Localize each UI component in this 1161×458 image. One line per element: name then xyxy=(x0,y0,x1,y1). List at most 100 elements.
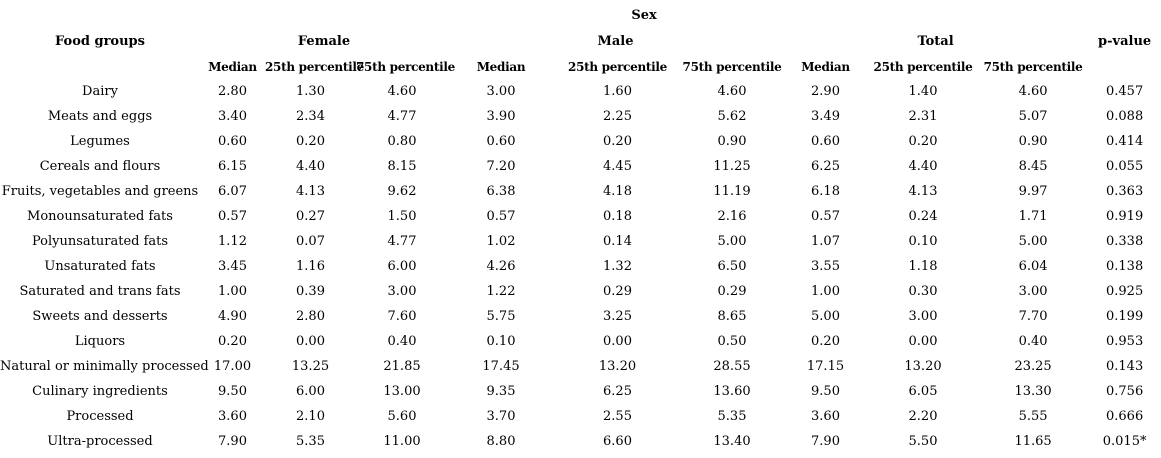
value-cell: 13.20 xyxy=(598,359,637,374)
total-75th-percentile-header: 75th percentile xyxy=(983,59,1083,74)
p-value-cell: 0.055 xyxy=(1106,159,1144,174)
value-cell: 3.60 xyxy=(811,409,840,424)
table-row: Liquors 0.20 0.00 0.40 0.10 0.00 0.50 0.20 0.00 0… xyxy=(0,329,1161,354)
value-cell: 9.97 xyxy=(1018,184,1048,199)
p-value-cell: 0.199 xyxy=(1106,309,1144,324)
value-cell: 0.60 xyxy=(811,134,840,149)
food-groups-column-header: Food groups xyxy=(55,34,145,49)
value-cell: 3.90 xyxy=(486,109,516,124)
value-cell: 9.62 xyxy=(387,184,417,199)
value-cell: 0.90 xyxy=(717,134,747,149)
value-cell: 0.00 xyxy=(908,334,938,349)
value-cell: 7.70 xyxy=(1018,309,1048,324)
food-group-name: Cereals and flours xyxy=(39,159,161,174)
table-row: Saturated and trans fats 1.00 0.39 3.00 1.22… xyxy=(0,279,1161,304)
food-group-name: Legumes xyxy=(70,134,130,149)
value-cell: 2.34 xyxy=(296,109,325,124)
food-group-name: Meats and eggs xyxy=(47,109,153,124)
p-value-cell: 0.953 xyxy=(1106,334,1144,349)
value-cell: 5.07 xyxy=(1018,109,1048,124)
table-row: Fruits, vegetables and greens 6.07 4.13 9.6… xyxy=(0,179,1161,204)
table-row: Meats and eggs 3.40 2.34 4.77 3.90 2.25 5.62 3.… xyxy=(0,104,1161,129)
food-group-name: Saturated and trans fats xyxy=(19,284,181,299)
p-value-cell: 0.363 xyxy=(1106,184,1144,199)
value-cell: 1.30 xyxy=(296,84,325,99)
value-cell: 7.60 xyxy=(387,309,417,324)
total-25th-percentile-header: 25th percentile xyxy=(873,59,973,74)
table-row: Cereals and flours 6.15 4.40 8.15 7.20 4.45 11… xyxy=(0,154,1161,179)
value-cell: 8.45 xyxy=(1018,159,1048,174)
value-cell: 5.35 xyxy=(296,434,325,449)
value-cell: 4.90 xyxy=(218,309,247,324)
value-cell: 28.55 xyxy=(713,359,751,374)
male-median-header: Median xyxy=(476,59,526,74)
female-25th-percentile-header: 25th percentile xyxy=(265,59,364,74)
value-cell: 3.60 xyxy=(218,409,247,424)
value-cell: 2.55 xyxy=(603,409,632,424)
value-cell: 5.35 xyxy=(717,409,747,424)
table-row: Culinary ingredients 9.50 6.00 13.00 9.35 6.2… xyxy=(0,379,1161,404)
p-value-column-header: p-value xyxy=(1098,34,1152,49)
value-cell: 4.60 xyxy=(387,84,417,99)
value-cell: 1.40 xyxy=(908,84,938,99)
value-cell: 5.00 xyxy=(811,309,840,324)
value-cell: 1.18 xyxy=(908,259,938,274)
value-cell: 3.25 xyxy=(603,309,632,324)
value-cell: 0.57 xyxy=(218,209,247,224)
value-cell: 5.50 xyxy=(908,434,938,449)
value-cell: 9.50 xyxy=(218,384,247,399)
value-cell: 4.18 xyxy=(603,184,632,199)
food-group-name: Polyunsaturated fats xyxy=(31,234,169,249)
food-group-name: Dairy xyxy=(82,84,118,99)
value-cell: 4.45 xyxy=(603,159,632,174)
value-cell: 9.50 xyxy=(811,384,840,399)
table-row: Polyunsaturated fats 1.12 0.07 4.77 1.02 0.14… xyxy=(0,229,1161,254)
female-group-header: Female xyxy=(297,34,351,49)
value-cell: 2.31 xyxy=(908,109,938,124)
value-cell: 0.18 xyxy=(603,209,632,224)
value-cell: 0.39 xyxy=(296,284,325,299)
value-cell: 0.14 xyxy=(603,234,632,249)
value-cell: 5.60 xyxy=(387,409,417,424)
value-cell: 13.20 xyxy=(904,359,942,374)
value-cell: 23.25 xyxy=(1014,359,1052,374)
value-cell: 17.00 xyxy=(213,359,252,374)
value-cell: 3.00 xyxy=(387,284,417,299)
p-value-cell: 0.756 xyxy=(1106,384,1144,399)
table-row: Processed 3.60 2.10 5.60 3.70 2.55 5.35 3.60 2.2… xyxy=(0,404,1161,429)
p-value-cell: 0.015* xyxy=(1102,434,1147,449)
value-cell: 0.27 xyxy=(296,209,325,224)
table-row: Ultra-processed 7.90 5.35 11.00 8.80 6.60 13.4… xyxy=(0,429,1161,454)
value-cell: 1.50 xyxy=(387,209,417,224)
value-cell: 6.04 xyxy=(1018,259,1048,274)
p-value-cell: 0.925 xyxy=(1106,284,1144,299)
value-cell: 6.15 xyxy=(218,159,247,174)
value-cell: 8.80 xyxy=(486,434,516,449)
value-cell: 0.57 xyxy=(486,209,516,224)
value-cell: 1.60 xyxy=(603,84,632,99)
value-cell: 0.60 xyxy=(486,134,516,149)
food-group-name: Ultra-processed xyxy=(47,434,153,449)
value-cell: 8.15 xyxy=(387,159,417,174)
p-value-cell: 0.919 xyxy=(1106,209,1144,224)
value-cell: 3.49 xyxy=(811,109,840,124)
food-group-name: Unsaturated fats xyxy=(44,259,156,274)
value-cell: 0.90 xyxy=(1018,134,1048,149)
value-cell: 1.07 xyxy=(811,234,840,249)
value-cell: 3.00 xyxy=(908,309,938,324)
value-cell: 6.50 xyxy=(717,259,747,274)
table-row: Monounsaturated fats 0.57 0.27 1.50 0.57 0.18… xyxy=(0,204,1161,229)
value-cell: 6.60 xyxy=(603,434,632,449)
value-cell: 4.77 xyxy=(387,109,417,124)
value-cell: 21.85 xyxy=(383,359,421,374)
table-row: Sweets and desserts 4.90 2.80 7.60 5.75 3.25 8… xyxy=(0,304,1161,329)
value-cell: 4.40 xyxy=(908,159,938,174)
value-cell: 6.18 xyxy=(811,184,840,199)
value-cell: 0.20 xyxy=(811,334,840,349)
empty-cell xyxy=(0,54,200,79)
value-cell: 13.30 xyxy=(1014,384,1052,399)
value-cell: 0.10 xyxy=(486,334,516,349)
value-cell: 0.30 xyxy=(908,284,938,299)
value-cell: 0.00 xyxy=(603,334,632,349)
table-header-row-stats: Median 25th percentile 75th percentile M… xyxy=(0,54,1161,79)
